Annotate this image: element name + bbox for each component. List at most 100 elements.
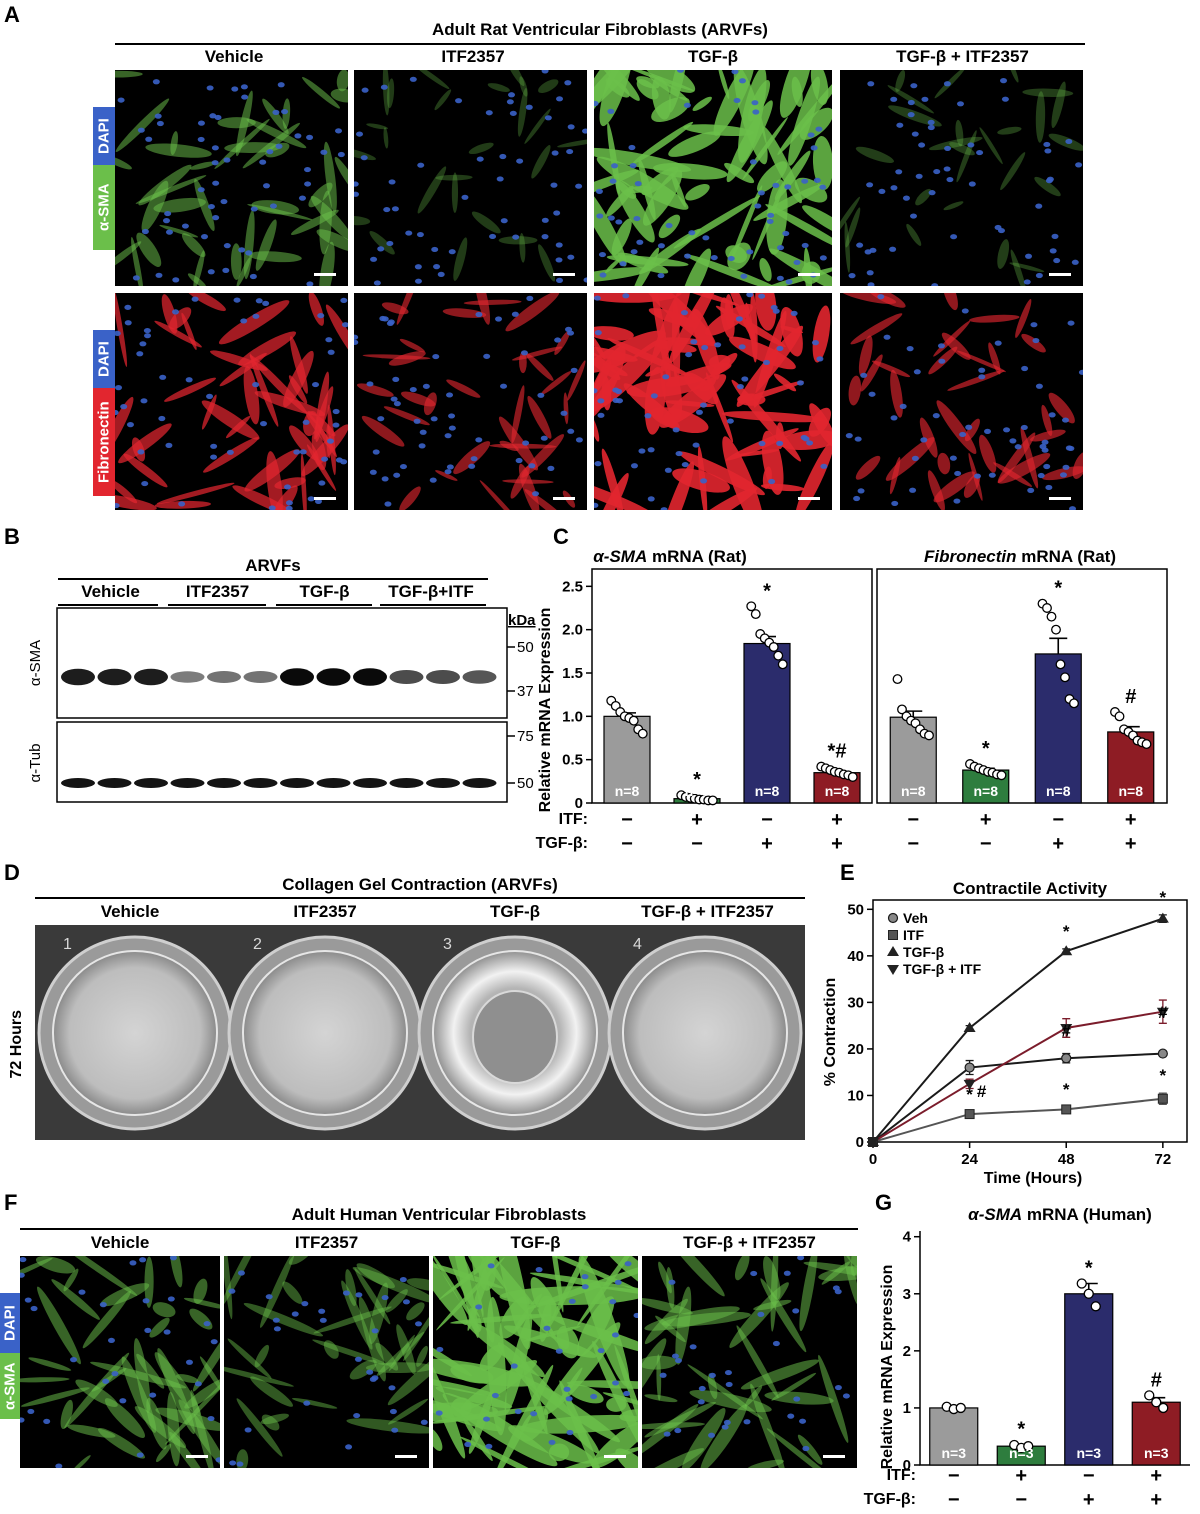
nucleus (890, 185, 898, 191)
nucleus (386, 240, 394, 247)
nucleus (896, 122, 904, 128)
nucleus (191, 296, 199, 302)
nucleus (252, 382, 260, 388)
marker-75: 75 (517, 728, 534, 745)
nucleus (664, 467, 672, 473)
nucleus (476, 156, 484, 162)
micrograph-a-sma-tgf-itf (840, 70, 1083, 286)
nucleus (207, 203, 215, 210)
nucleus (743, 1419, 751, 1425)
nucleus (314, 498, 322, 504)
nucleus (464, 1441, 472, 1447)
nucleus (405, 230, 413, 236)
chart-c-left-title: α-SMA mRNA (Rat) (593, 547, 746, 566)
nucleus (332, 422, 340, 428)
panel-label-e: E (840, 860, 855, 885)
panel-f-col-tgf-itf: TGF-β + ITF2357 (683, 1233, 816, 1252)
y-tick-label: 4 (903, 1229, 912, 1246)
nucleus (78, 1289, 86, 1295)
nucleus (337, 151, 345, 158)
cell-stain (361, 415, 405, 447)
nucleus (890, 415, 898, 421)
nucleus (915, 173, 923, 179)
nucleus (1014, 444, 1022, 450)
nucleus (541, 70, 549, 74)
tgf-sign: + (831, 833, 843, 855)
cell-stain (423, 392, 437, 416)
gel-plate: 1 2 3 4 (35, 925, 805, 1140)
cell-stain (651, 76, 672, 120)
cell-stain (189, 161, 216, 170)
itf-sign: + (831, 809, 843, 831)
chart-c-right-title: Fibronectin mRNA (Rat) (924, 547, 1116, 566)
nucleus (950, 234, 958, 240)
cell-stain (614, 1344, 638, 1455)
nucleus (317, 313, 325, 319)
nucleus (433, 264, 441, 270)
significance-marker: * (763, 580, 771, 602)
nucleus (144, 1327, 152, 1333)
cell-stain (594, 181, 627, 267)
nucleus (906, 346, 914, 352)
nucleus (1049, 248, 1057, 254)
cell-stain (648, 308, 696, 327)
nucleus (594, 502, 599, 508)
nucleus (1048, 412, 1056, 418)
tubulin-band (97, 778, 132, 788)
cell-stain (773, 373, 797, 392)
cell-stain (35, 1256, 76, 1274)
nucleus (801, 242, 809, 249)
nucleus (701, 344, 709, 351)
series-marker (964, 1062, 975, 1073)
nucleus (409, 386, 417, 393)
cell-stain (890, 369, 903, 418)
nucleus (634, 181, 642, 187)
nucleus (772, 1340, 780, 1347)
cell-stain (594, 476, 656, 510)
nucleus (491, 1392, 499, 1399)
nucleus (283, 484, 291, 490)
cell-stain (381, 302, 409, 315)
panel-label-a: A (4, 2, 20, 27)
cell-stain (20, 1377, 70, 1383)
cell-stain (567, 360, 586, 401)
cell-stain (63, 1268, 79, 1292)
data-point (1055, 659, 1066, 670)
cell-stain (115, 241, 142, 273)
nucleus (689, 1344, 697, 1350)
nucleus (860, 372, 868, 378)
cell-stain (757, 265, 832, 286)
panel-a-title-rule (115, 43, 1085, 45)
nucleus (727, 255, 735, 262)
nucleus (1065, 138, 1073, 145)
nucleus (614, 1279, 622, 1285)
data-point (897, 704, 907, 715)
nucleus (281, 109, 289, 115)
nucleus (735, 316, 743, 322)
cell-stain (375, 1342, 399, 1371)
sma-band (97, 668, 132, 686)
chart-c: α-SMA mRNA (Rat) Fibronectin mRNA (Rat) … (536, 547, 1168, 855)
sma-band (389, 670, 424, 684)
cell-stain (155, 1443, 172, 1463)
cell-stain (887, 85, 935, 114)
nucleus (158, 415, 166, 422)
nucleus (910, 213, 918, 219)
cell-stain (988, 342, 1001, 375)
nucleus (240, 318, 248, 324)
cell-stain (602, 362, 628, 377)
nucleus (419, 429, 427, 435)
itf-sign: − (761, 809, 773, 831)
nucleus (306, 134, 314, 140)
cell-stain (812, 305, 831, 363)
panel-f-col-itf: ITF2357 (294, 1233, 359, 1252)
series-marker (1156, 1007, 1169, 1018)
nucleus (430, 416, 438, 422)
nucleus (856, 242, 864, 248)
cell-stain (161, 294, 178, 334)
cell-stain (82, 1290, 131, 1349)
nucleus (30, 1305, 38, 1312)
nucleus (485, 110, 493, 116)
nucleus (194, 1381, 202, 1387)
tgf-sign: + (1150, 1489, 1162, 1511)
